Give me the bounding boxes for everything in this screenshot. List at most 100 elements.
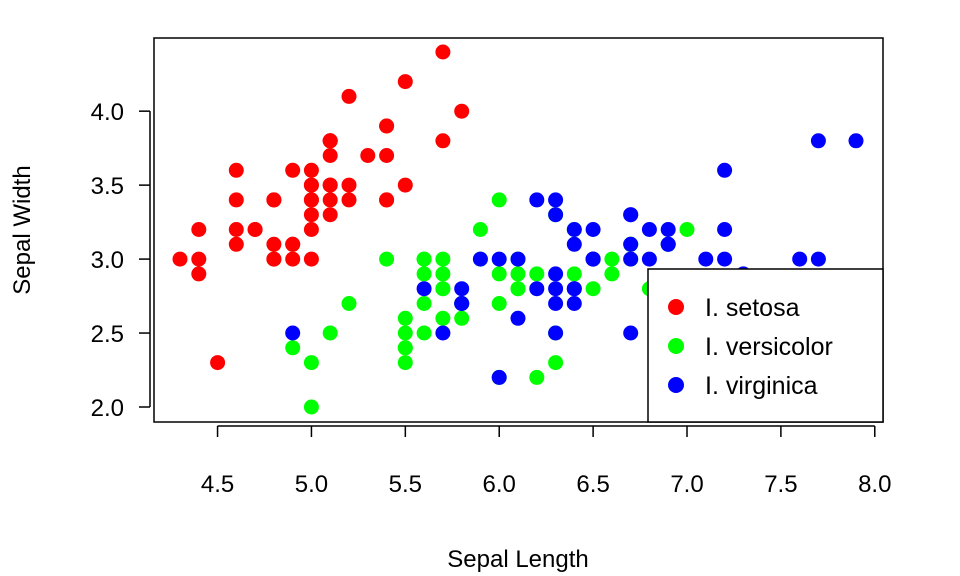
data-point (303, 399, 319, 415)
data-point (303, 192, 319, 208)
data-point (397, 340, 413, 356)
data-point (510, 251, 526, 267)
data-point (172, 251, 188, 267)
legend-label: I. versicolor (705, 333, 833, 361)
data-point (379, 192, 395, 208)
data-point (472, 222, 488, 237)
data-point (303, 222, 319, 237)
data-point (416, 325, 432, 341)
y-tick-label: 2.0 (91, 395, 124, 422)
data-point (585, 281, 601, 297)
data-point (435, 266, 451, 282)
data-point (322, 148, 338, 163)
data-point (191, 222, 207, 237)
data-point (435, 251, 451, 267)
legend-box (647, 268, 884, 423)
data-point (191, 251, 207, 267)
data-point (341, 192, 357, 208)
x-axis-label: Sepal Length (447, 546, 588, 573)
data-point (322, 192, 338, 208)
data-point (454, 310, 470, 326)
legend-marker (668, 377, 684, 393)
data-point (491, 192, 507, 208)
y-tick-label: 3.5 (91, 173, 124, 200)
data-point (641, 251, 657, 267)
y-tick-label: 3.0 (91, 247, 124, 274)
data-point (454, 296, 470, 311)
data-point (548, 281, 564, 297)
x-tick-label: 8.0 (858, 471, 891, 498)
data-point (623, 325, 639, 341)
data-point (604, 266, 620, 282)
legend-marker (668, 299, 684, 315)
x-tick-label: 7.5 (764, 471, 797, 498)
x-tick-label: 5.0 (295, 471, 328, 498)
data-point (454, 281, 470, 297)
data-point (285, 236, 301, 252)
data-point (548, 207, 564, 223)
data-point (491, 296, 507, 311)
data-point (435, 133, 451, 149)
data-point (303, 251, 319, 267)
data-point (491, 369, 507, 385)
data-point (679, 222, 695, 237)
data-point (285, 340, 301, 356)
data-point (585, 251, 601, 267)
data-point (322, 133, 338, 149)
x-tick-label: 6.0 (483, 471, 516, 498)
data-point (228, 222, 244, 237)
legend-label: I. virginica (705, 372, 818, 400)
data-point (623, 251, 639, 267)
data-point (792, 251, 808, 267)
data-point (416, 266, 432, 282)
data-point (510, 281, 526, 297)
y-tick-label: 2.5 (91, 321, 124, 348)
data-point (454, 103, 470, 119)
data-point (285, 251, 301, 267)
data-point (397, 177, 413, 193)
data-point (303, 207, 319, 223)
data-point (397, 355, 413, 371)
x-tick-label: 5.5 (389, 471, 422, 498)
data-point (548, 355, 564, 371)
y-tick-label: 4.0 (91, 99, 124, 126)
data-point (491, 251, 507, 267)
data-point (416, 281, 432, 297)
data-point (228, 236, 244, 252)
data-point (566, 281, 582, 297)
data-point (604, 251, 620, 267)
data-point (529, 266, 545, 282)
legend-label: I. setosa (705, 294, 800, 322)
x-tick-label: 4.5 (201, 471, 234, 498)
data-point (810, 133, 826, 149)
data-point (341, 177, 357, 193)
data-point (191, 266, 207, 282)
data-point (266, 251, 282, 267)
data-point (660, 236, 676, 252)
data-point (585, 222, 601, 237)
data-point (529, 369, 545, 385)
data-point (303, 162, 319, 178)
data-point (491, 266, 507, 282)
x-tick-label: 6.5 (576, 471, 609, 498)
data-point (303, 177, 319, 193)
data-point (341, 88, 357, 104)
y-axis: 2.0 2.5 3.0 3.5 4.0 (91, 99, 151, 422)
data-point (285, 162, 301, 178)
data-point (435, 281, 451, 297)
data-point (435, 325, 451, 341)
data-point (247, 222, 263, 237)
data-point (322, 207, 338, 223)
data-point (341, 296, 357, 311)
plot-frame (153, 37, 884, 423)
data-point (210, 355, 226, 371)
data-point (566, 296, 582, 311)
data-point (810, 251, 826, 267)
data-point (416, 251, 432, 267)
data-point (360, 148, 376, 163)
data-point (379, 148, 395, 163)
data-point (228, 162, 244, 178)
data-point (623, 207, 639, 223)
data-point (566, 222, 582, 237)
